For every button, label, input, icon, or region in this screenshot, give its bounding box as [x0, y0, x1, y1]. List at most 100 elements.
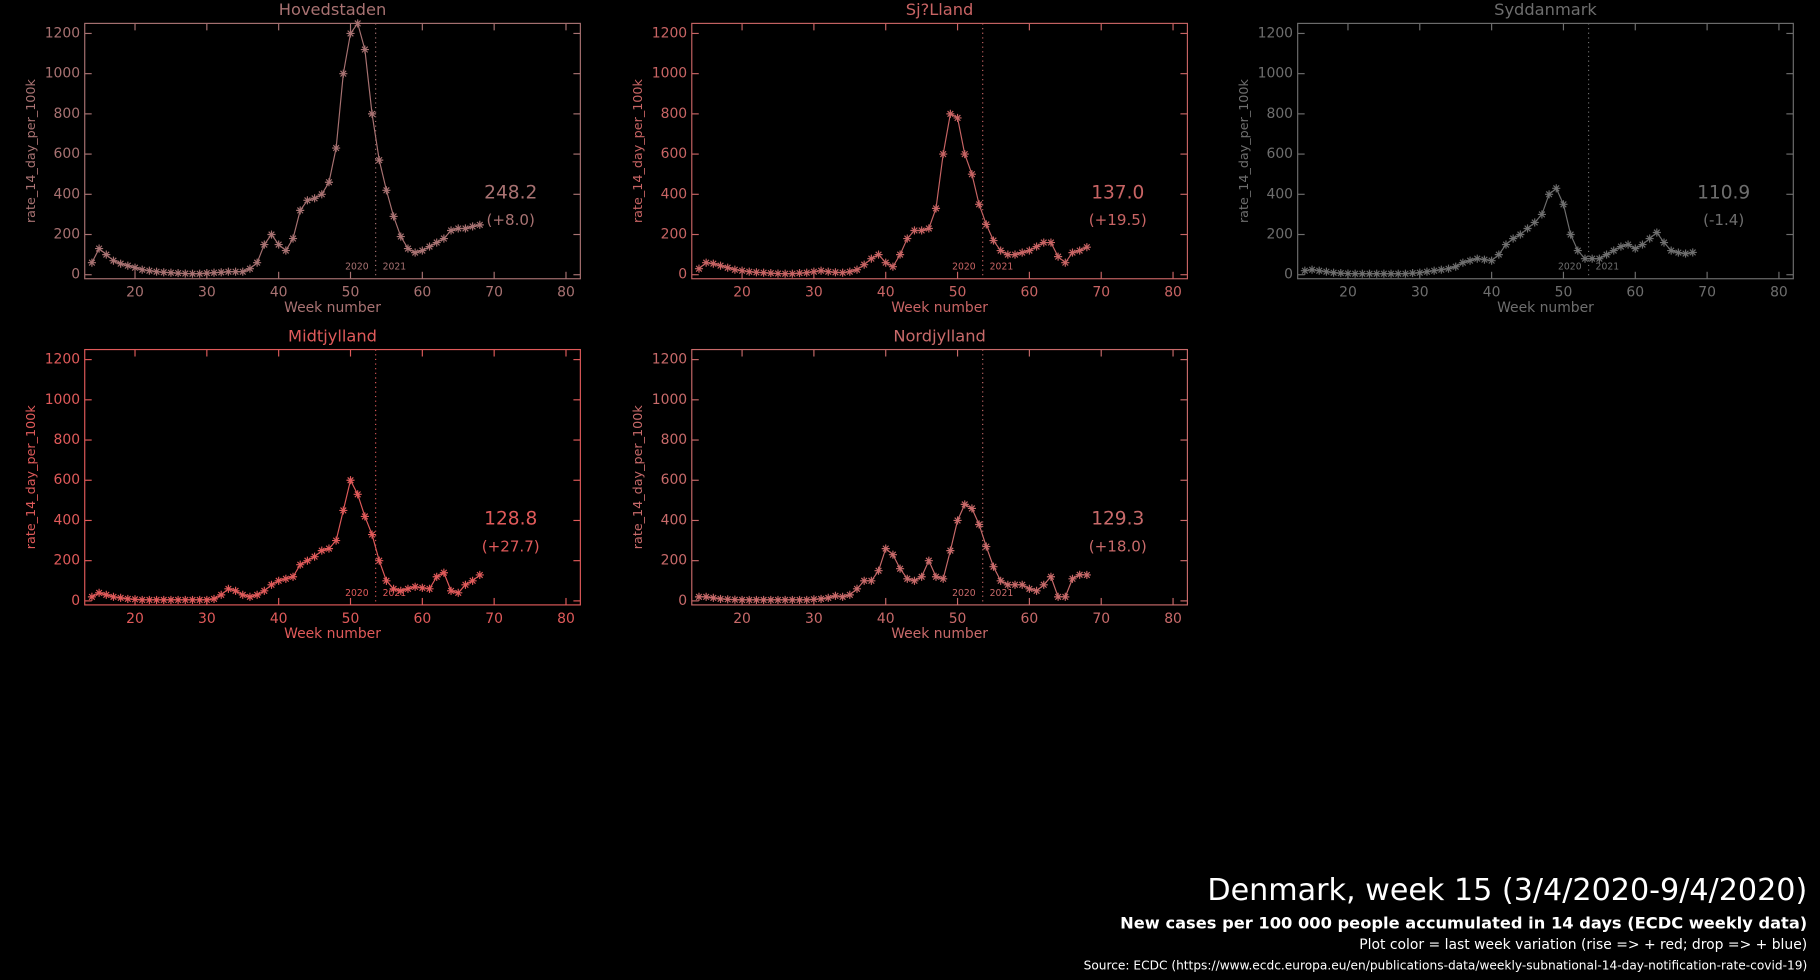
data-point: [1068, 574, 1077, 583]
data-point: [432, 572, 441, 581]
data-point: [209, 268, 219, 277]
data-point: [1566, 230, 1575, 239]
data-point: [910, 576, 919, 585]
data-point: [1401, 269, 1410, 278]
data-point: [95, 244, 104, 253]
data-point: [238, 267, 247, 276]
data-point: [1315, 266, 1324, 275]
data-point: [766, 269, 775, 278]
data-point: [202, 269, 211, 278]
x-tick-label: 50: [342, 611, 360, 627]
x-tick-label: 60: [413, 611, 431, 627]
data-point: [145, 595, 154, 604]
x-tick-label: 80: [557, 285, 575, 301]
data-point: [1025, 584, 1034, 593]
data-point: [1688, 248, 1697, 257]
data-point: [1595, 254, 1604, 263]
x-tick-label: 80: [1770, 285, 1788, 301]
data-point: [253, 590, 262, 599]
data-point: [694, 264, 704, 273]
data-point: [759, 268, 768, 277]
data-point: [1386, 269, 1396, 278]
data-point: [245, 592, 255, 601]
data-point: [303, 556, 312, 565]
data-point: [1645, 234, 1654, 243]
x-tick-label: 50: [949, 285, 967, 301]
y-tick-label: 200: [1266, 227, 1293, 243]
data-point: [1408, 269, 1417, 278]
data-point: [1451, 262, 1460, 271]
latest-value: 129.3: [1091, 509, 1144, 530]
y-tick-label: 600: [54, 472, 81, 488]
x-tick-label: 60: [1021, 611, 1039, 627]
data-point: [367, 530, 377, 539]
data-point: [375, 556, 384, 565]
data-point: [238, 590, 247, 599]
data-point: [1336, 269, 1345, 278]
data-point: [1537, 210, 1546, 219]
data-point: [188, 595, 197, 604]
y-tick-label: 0: [71, 593, 80, 609]
y-axis-label: rate_14_day_per_100k: [631, 78, 646, 223]
data-point: [845, 590, 854, 599]
data-point: [766, 595, 775, 604]
x-tick-label: 40: [877, 285, 895, 301]
data-point: [195, 269, 204, 278]
data-point: [896, 564, 905, 573]
data-point: [274, 240, 283, 249]
data-point: [838, 268, 847, 277]
y-tick-label: 600: [1266, 146, 1293, 162]
footer-subtitle: New cases per 100 000 people accumulated…: [1120, 914, 1807, 933]
data-point: [310, 552, 319, 561]
data-point: [461, 224, 470, 233]
data-point: [975, 520, 984, 529]
data-point: [411, 248, 420, 257]
data-point: [411, 582, 420, 591]
y-tick-label: 800: [54, 432, 81, 448]
data-point: [296, 560, 305, 569]
plot-frame: [84, 22, 581, 280]
x-tick-label: 70: [485, 611, 503, 627]
data-point: [924, 556, 933, 565]
data-point: [809, 595, 818, 604]
panel-title: Midtjylland: [288, 326, 377, 345]
data-point: [989, 562, 998, 571]
y-tick-label: 1200: [652, 25, 687, 41]
data-point: [888, 550, 897, 559]
data-point: [166, 268, 175, 277]
data-point: [917, 572, 926, 581]
data-point: [802, 595, 811, 604]
data-point: [217, 268, 226, 277]
data-point: [253, 258, 262, 267]
x-tick-label: 20: [733, 285, 751, 301]
data-point: [946, 546, 955, 555]
x-tick-label: 50: [342, 285, 360, 301]
data-point: [1351, 269, 1360, 278]
data-point: [1365, 269, 1374, 278]
data-point: [389, 212, 398, 221]
data-point: [817, 266, 826, 275]
data-point: [939, 150, 948, 159]
data-point: [1032, 242, 1041, 251]
data-point: [360, 512, 369, 521]
x-tick-label: 40: [270, 611, 288, 627]
y-tick-label: 1000: [652, 66, 687, 82]
x-tick-label: 70: [1092, 611, 1110, 627]
data-point: [1458, 258, 1467, 267]
data-point: [802, 268, 811, 277]
data-point: [159, 595, 168, 604]
data-point: [903, 574, 912, 583]
data-point: [702, 258, 711, 267]
data-point: [896, 250, 905, 259]
data-point: [87, 592, 96, 601]
x-tick-label: 60: [1626, 285, 1644, 301]
plot-frame: [84, 348, 581, 606]
data-point: [917, 226, 926, 235]
data-point: [288, 572, 298, 581]
data-point: [353, 19, 362, 28]
data-point: [1075, 246, 1084, 255]
data-point: [881, 544, 890, 553]
y-tick-label: 200: [661, 553, 688, 569]
data-point: [159, 268, 168, 277]
